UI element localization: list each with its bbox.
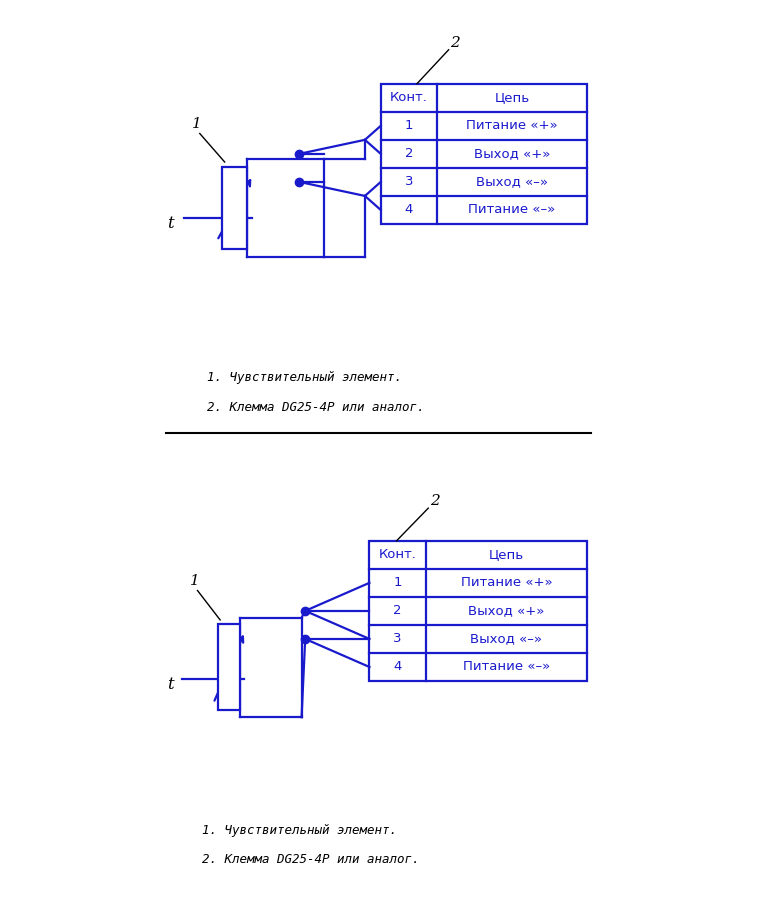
Text: 2: 2 — [394, 605, 402, 617]
Text: 4: 4 — [394, 661, 402, 673]
Text: Выход «+»: Выход «+» — [468, 605, 544, 617]
Text: 3: 3 — [394, 633, 402, 645]
Text: Цепь: Цепь — [494, 91, 530, 104]
Text: Выход «–»: Выход «–» — [470, 633, 542, 645]
Bar — [223, 167, 248, 249]
Text: Конт.: Конт. — [390, 91, 428, 104]
Text: Выход «+»: Выход «+» — [474, 148, 550, 160]
Text: 2. Клемма DG25-4P или аналог.: 2. Клемма DG25-4P или аналог. — [207, 401, 424, 414]
Text: Питание «–»: Питание «–» — [469, 204, 556, 216]
Text: t: t — [167, 675, 173, 692]
Bar — [369, 540, 587, 681]
Text: 1: 1 — [394, 576, 402, 589]
Bar — [218, 624, 241, 710]
Text: Выход «–»: Выход «–» — [476, 176, 548, 188]
Text: 3: 3 — [405, 176, 413, 188]
Text: t: t — [167, 214, 173, 232]
Text: Цепь: Цепь — [489, 548, 524, 561]
Text: 1: 1 — [189, 575, 199, 588]
Text: Питание «+»: Питание «+» — [466, 119, 558, 132]
Text: 1. Чувствительный элемент.: 1. Чувствительный элемент. — [207, 371, 401, 385]
Text: 2: 2 — [405, 148, 413, 160]
Text: 2: 2 — [430, 494, 440, 509]
Text: 1: 1 — [192, 118, 201, 131]
Text: Конт.: Конт. — [378, 548, 416, 561]
Text: 2. Клемма DG25-4P или аналог.: 2. Клемма DG25-4P или аналог. — [202, 853, 419, 866]
Text: 1: 1 — [405, 119, 413, 132]
Text: 4: 4 — [405, 204, 413, 216]
Text: 2: 2 — [450, 36, 460, 50]
Text: 1. Чувствительный элемент.: 1. Чувствительный элемент. — [202, 824, 397, 837]
Text: Питание «–»: Питание «–» — [463, 661, 550, 673]
Text: Питание «+»: Питание «+» — [460, 576, 552, 589]
Bar — [381, 83, 587, 224]
